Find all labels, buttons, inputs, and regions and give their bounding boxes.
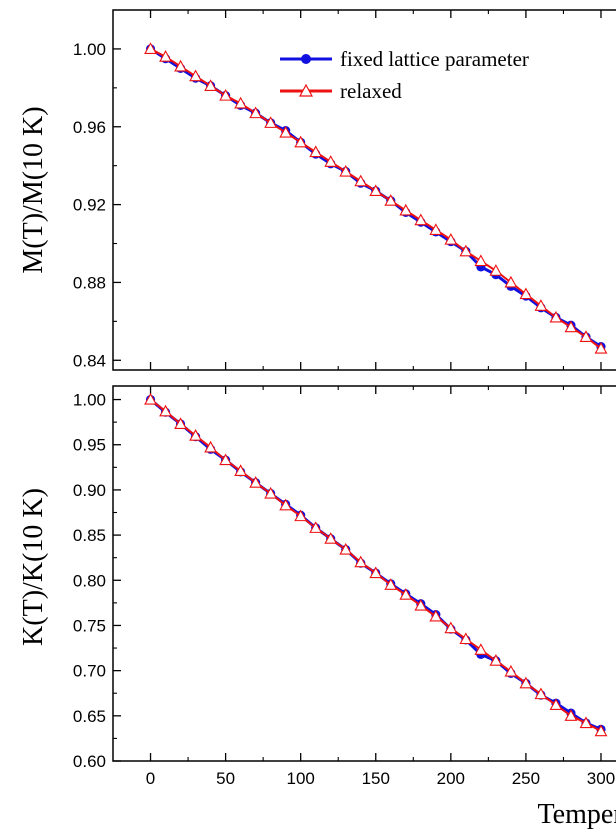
y-tick-label-bottom: 0.80 xyxy=(73,571,106,590)
point-relaxed-bottom xyxy=(309,521,323,533)
point-relaxed-top xyxy=(444,232,458,245)
point-relaxed-top xyxy=(234,96,248,109)
x-tick-label: 300 xyxy=(587,769,615,788)
legend-label-fixed: fixed lattice parameter xyxy=(340,47,529,71)
point-relaxed-bottom xyxy=(489,654,503,666)
point-relaxed-top xyxy=(249,106,263,119)
x-axis-title: Temperature (K) xyxy=(538,799,616,830)
y-tick-label-bottom: 0.95 xyxy=(73,436,106,455)
series-line-fixed-bottom xyxy=(149,398,602,731)
point-relaxed-bottom xyxy=(399,588,413,600)
series-line-relaxed-bottom xyxy=(149,398,602,733)
point-relaxed-bottom xyxy=(294,509,308,522)
point-relaxed-top xyxy=(279,125,293,138)
y-tick-label-bottom: 0.75 xyxy=(73,616,106,635)
legend-label-relaxed: relaxed xyxy=(340,79,402,103)
point-relaxed-top xyxy=(519,287,533,300)
point-relaxed-bottom xyxy=(564,709,578,721)
x-tick-label: 50 xyxy=(216,769,235,788)
point-relaxed-top xyxy=(399,203,413,216)
point-relaxed-bottom xyxy=(579,716,593,729)
point-relaxed-top xyxy=(264,116,278,128)
point-relaxed-bottom xyxy=(159,404,172,417)
y-axis-title-top: M(T)/M(10 K) xyxy=(18,106,49,273)
point-relaxed-bottom xyxy=(474,643,488,655)
point-relaxed-top xyxy=(144,42,157,54)
point-relaxed-top xyxy=(384,194,398,206)
point-relaxed-bottom xyxy=(504,664,518,677)
point-relaxed-bottom xyxy=(144,392,157,405)
point-relaxed-top xyxy=(369,184,383,197)
point-relaxed-top xyxy=(204,79,218,91)
x-tick-label: 0 xyxy=(146,769,155,788)
point-relaxed-top xyxy=(324,155,338,167)
legend: fixed lattice parameter relaxed xyxy=(280,47,529,103)
point-relaxed-bottom xyxy=(324,532,338,544)
point-relaxed-top xyxy=(354,174,368,187)
point-relaxed-top xyxy=(294,135,308,148)
point-relaxed-top xyxy=(459,244,473,257)
point-relaxed-top xyxy=(564,320,578,333)
point-relaxed-top xyxy=(474,254,488,267)
point-relaxed-top xyxy=(579,330,593,342)
bottom-panel: 0.60 0.65 0.70 0.75 0.80 0.85 0.90 0.95 1.00 0 50 1… xyxy=(73,385,616,788)
y-tick-label-bottom: 0.60 xyxy=(73,752,106,771)
point-relaxed-bottom xyxy=(444,621,458,634)
point-relaxed-bottom xyxy=(249,476,263,488)
point-relaxed-bottom xyxy=(594,724,608,737)
point-relaxed-bottom xyxy=(534,687,548,700)
y-tick-label-bottom: 1.00 xyxy=(73,391,106,410)
legend-marker-relaxed xyxy=(298,83,314,97)
y-tick-label-top: 0.92 xyxy=(73,196,106,215)
point-relaxed-top xyxy=(414,213,428,226)
y-tick-label-top: 0.96 xyxy=(73,118,106,137)
point-relaxed-bottom xyxy=(414,598,428,611)
x-tick-label: 250 xyxy=(512,769,540,788)
point-relaxed-bottom xyxy=(519,676,533,689)
point-relaxed-bottom xyxy=(549,698,563,711)
x-tick-label: 100 xyxy=(286,769,314,788)
point-relaxed-top xyxy=(159,50,172,62)
y-tick-label-top: 1.00 xyxy=(73,40,106,59)
point-relaxed-top xyxy=(534,299,548,311)
y-tick-label-top: 0.88 xyxy=(73,273,106,292)
y-tick-label-bottom: 0.70 xyxy=(73,662,106,681)
point-relaxed-bottom xyxy=(174,417,187,430)
point-relaxed-top xyxy=(309,145,323,158)
point-relaxed-top xyxy=(549,310,563,323)
x-tick-label: 200 xyxy=(437,769,465,788)
point-relaxed-bottom xyxy=(264,486,278,499)
point-relaxed-bottom xyxy=(354,555,368,568)
point-relaxed-top xyxy=(489,264,503,276)
point-relaxed-bottom xyxy=(204,440,218,453)
point-relaxed-bottom xyxy=(279,498,293,511)
point-relaxed-top xyxy=(219,88,233,101)
point-relaxed-top xyxy=(189,69,203,82)
point-relaxed-bottom xyxy=(384,578,398,590)
y-axis-title-bottom: K(T)/K(10 K) xyxy=(18,488,49,646)
point-relaxed-bottom xyxy=(234,464,248,476)
y-tick-label-bottom: 0.90 xyxy=(73,481,106,500)
top-panel: 0.84 0.88 0.92 0.96 1.00 xyxy=(73,9,616,371)
point-relaxed-top xyxy=(594,341,608,354)
y-tick-label-bottom: 0.65 xyxy=(73,707,106,726)
point-relaxed-bottom xyxy=(339,542,353,555)
y-tick-label-bottom: 0.85 xyxy=(73,526,106,545)
point-relaxed-bottom xyxy=(189,429,203,441)
plot-frame-top xyxy=(112,9,616,371)
x-tick-label: 150 xyxy=(362,769,390,788)
point-relaxed-bottom xyxy=(219,453,233,466)
point-relaxed-top xyxy=(174,59,187,72)
point-relaxed-top xyxy=(339,164,353,177)
point-relaxed-bottom xyxy=(429,609,443,622)
point-relaxed-top xyxy=(504,275,518,288)
point-relaxed-bottom xyxy=(369,566,383,579)
point-relaxed-bottom xyxy=(459,632,473,645)
point-relaxed-top xyxy=(429,223,443,235)
legend-marker-fixed xyxy=(301,54,311,64)
plot-frame-bottom xyxy=(112,385,616,762)
y-tick-label-top: 0.84 xyxy=(73,351,106,370)
